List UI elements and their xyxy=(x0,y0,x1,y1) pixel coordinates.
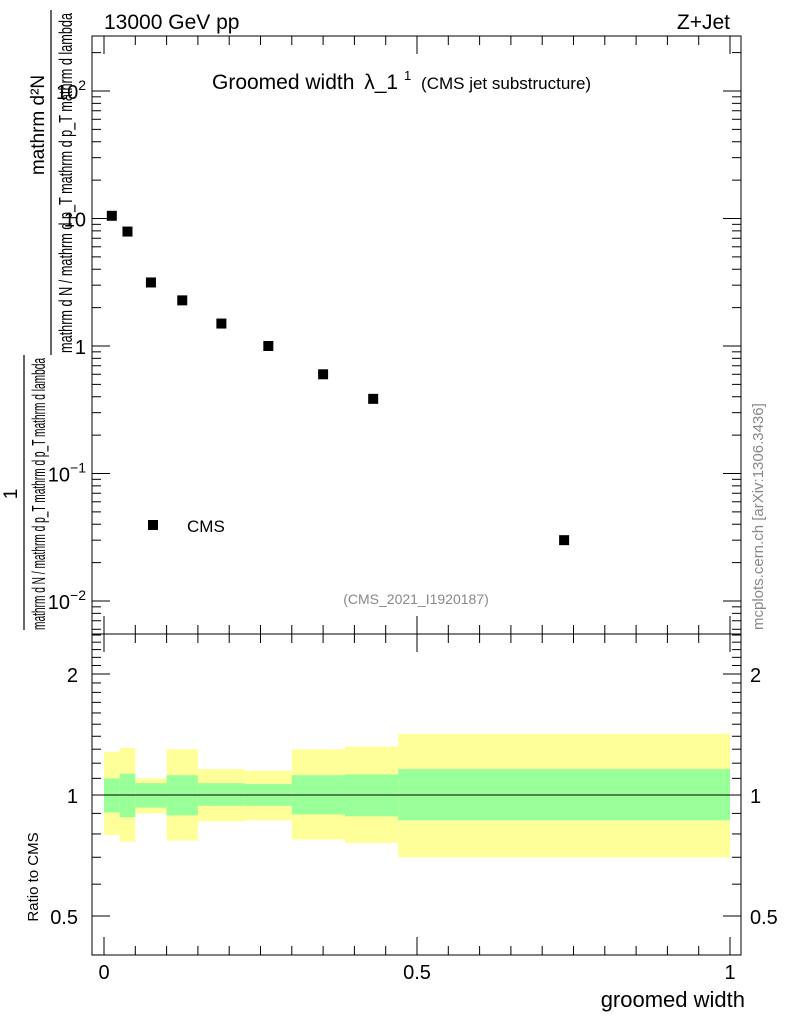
data-point-0 xyxy=(106,210,117,221)
legend-marker xyxy=(148,520,158,530)
main-ytick-label-exp: −2 xyxy=(70,587,86,603)
main-ytick-label-exp: 2 xyxy=(78,77,86,93)
main-ytick-label-2: 1 xyxy=(75,337,86,359)
plot-title-symbol: λ_1 xyxy=(364,71,398,94)
xtick-label-0: 0 xyxy=(98,962,109,984)
data-point-7 xyxy=(368,393,379,404)
data-point-3 xyxy=(177,295,188,306)
ratio-ytick-label-left-2: 0.5 xyxy=(50,907,78,929)
analysis-tag: (CMS_2021_I1920187) xyxy=(343,591,489,607)
xtick-label-1: 0.5 xyxy=(403,962,431,984)
data-point-2 xyxy=(145,277,156,288)
x-axis-title: groomed width xyxy=(601,987,745,1012)
ratio-ytick-label-left-1: 1 xyxy=(67,786,78,808)
plot-title-main: Groomed width xyxy=(212,71,354,94)
data-point-5 xyxy=(263,341,274,351)
xtick-label-2: 1 xyxy=(724,962,735,984)
ratio-inner-band-4 xyxy=(197,783,245,806)
main-ytick-label-0: 102 xyxy=(56,77,86,104)
ratio-bands xyxy=(104,733,730,858)
plot-title-note: (CMS jet substructure) xyxy=(421,74,591,93)
ratio-ytick-label-left-0: 2 xyxy=(67,665,78,687)
main-ylabel-one: 1 xyxy=(1,489,22,500)
ratio-ylabel: Ratio to CMS xyxy=(25,832,42,921)
ratio-ytick-label-right-2: 0.5 xyxy=(750,907,778,929)
main-plot-frame xyxy=(91,35,742,635)
ratio-ytick-label-right-0: 2 xyxy=(750,665,761,687)
main-ylabel-denominator: mathrm d N / mathrm d p_T mathrm d p_T m… xyxy=(56,12,77,353)
data-point-8 xyxy=(559,535,570,546)
energy-label: 13000 GeV pp xyxy=(104,11,239,34)
main-ylabel-numerator: mathrm d²N xyxy=(28,75,49,175)
ratio-ytick-label-right-1: 1 xyxy=(750,786,761,808)
main-ytick-label-base: 1 xyxy=(75,337,86,359)
main-ytick-label-exp: −1 xyxy=(70,460,86,476)
main-ylabel: 1 mathrm d N / mathrm d p_T mathrm d p_T… xyxy=(1,10,77,630)
data-point-6 xyxy=(318,369,329,380)
legend-label: CMS xyxy=(187,517,225,536)
plot-title-sup: 1 xyxy=(404,68,411,83)
main-ylabel-outer-denominator: mathrm d N / mathrm d p_T mathrm d p_T m… xyxy=(29,357,50,630)
process-label: Z+Jet xyxy=(677,11,730,34)
main-ytick-label-base: 10 xyxy=(64,210,86,232)
main-ytick-label-base: 10 xyxy=(48,465,70,487)
main-ytick-label-4: 10−2 xyxy=(48,587,86,614)
side-label: mcplots.cern.ch [arXiv:1306.3436] xyxy=(750,403,767,630)
main-ytick-label-base: 10 xyxy=(56,82,78,104)
data-point-1 xyxy=(122,226,133,237)
main-ytick-label-3: 10−1 xyxy=(48,460,86,487)
data-point-4 xyxy=(216,318,227,329)
plot-title: Groomed width λ_1 1 (CMS jet substructur… xyxy=(212,62,591,94)
main-ytick-label-1: 10 xyxy=(64,210,86,232)
main-ytick-label-base: 10 xyxy=(48,592,70,614)
